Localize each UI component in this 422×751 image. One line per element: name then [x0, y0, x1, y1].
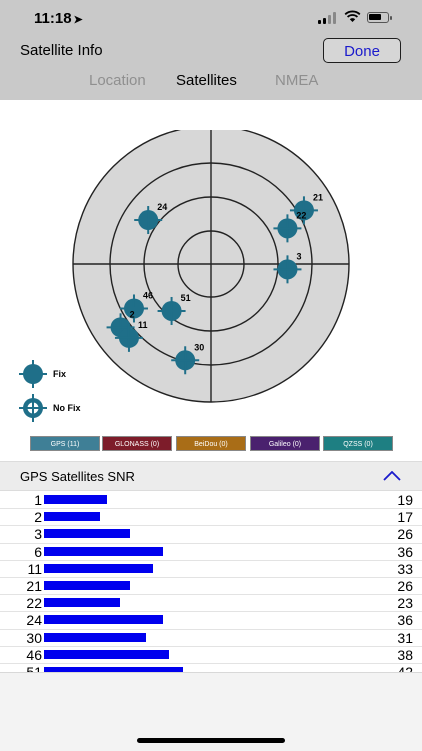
battery-fill [369, 14, 381, 20]
system-badge-glonass: GLONASS (0) [102, 436, 172, 451]
tab-satellites[interactable]: Satellites [176, 72, 237, 89]
legend-nofix-icon [19, 394, 47, 422]
snr-row-id: 3 [34, 526, 42, 543]
snr-bar [44, 546, 163, 556]
snr-row-value: 36 [397, 612, 413, 629]
segment-tabs: Location Satellites NMEA [0, 72, 422, 92]
cellular-signal-icon [318, 12, 338, 24]
snr-row-id: 1 [34, 492, 42, 508]
snr-row-id: 22 [26, 595, 42, 612]
gnss-system-badges: GPS (11) GLONASS (0) BeiDou (0) Galileo (0)… [0, 436, 422, 452]
snr-row-id: 21 [26, 577, 42, 594]
snr-row-id: 24 [26, 612, 42, 629]
sky-plot: 21 22 24 3 46 51 211 30 Fix No Fix [19, 130, 350, 422]
snr-row-3: 3 26 [0, 526, 422, 544]
status-time-text: 11:18 [34, 10, 72, 27]
system-badge-gps: GPS (11) [30, 436, 100, 451]
chevron-up-icon[interactable] [383, 471, 401, 481]
system-badge-qzss: QZSS (0) [323, 436, 393, 451]
satellite-2-label: 2 [130, 309, 135, 319]
snr-row-value: 23 [397, 595, 413, 612]
snr-row-id: 6 [34, 543, 42, 560]
battery-icon [367, 12, 392, 23]
snr-row-22: 22 23 [0, 595, 422, 613]
snr-bar [44, 563, 153, 573]
legend-fix-icon [19, 360, 47, 388]
snr-row-id: 11 [27, 560, 42, 577]
snr-row-value: 26 [397, 577, 413, 594]
home-indicator[interactable] [137, 738, 285, 743]
bottom-area [0, 672, 422, 751]
satellite-30-marker [171, 346, 200, 375]
satellite-46-marker [119, 294, 148, 323]
snr-row-value: 38 [397, 646, 413, 663]
snr-row-id: 46 [26, 646, 42, 663]
satellite-24-label: 24 [157, 202, 167, 212]
satellite-22-label: 22 [296, 210, 306, 220]
done-button[interactable]: Done [323, 38, 401, 63]
satellite-51-marker [157, 296, 186, 325]
snr-row-value: 31 [397, 629, 413, 646]
tab-nmea[interactable]: NMEA [275, 72, 319, 89]
snr-bar [44, 649, 170, 659]
snr-row-value: 17 [397, 509, 413, 526]
snr-list: 1192173266361133212622232436303146385142 [0, 492, 422, 682]
snr-bar [44, 632, 147, 642]
snr-row-2: 2 17 [0, 509, 422, 527]
snr-bar [44, 512, 101, 522]
satellite-46-label: 46 [143, 290, 153, 300]
satellite-11-label: 11 [138, 320, 148, 330]
snr-row-value: 36 [397, 543, 413, 560]
satellite-21-label: 21 [313, 192, 323, 202]
snr-section-title: GPS Satellites SNR [20, 469, 135, 484]
satellite-22-marker [273, 214, 302, 243]
snr-row-6: 6 36 [0, 544, 422, 561]
snr-row-24: 24 36 [0, 612, 422, 630]
snr-row-value: 19 [397, 492, 413, 508]
satellite-21-marker [289, 196, 318, 225]
location-arrow-icon: ➤ [73, 14, 83, 26]
satellite-51-label: 51 [181, 293, 191, 303]
snr-row-11: 11 33 [0, 561, 422, 578]
satellite-3-label: 3 [296, 251, 301, 261]
snr-bar [44, 580, 130, 590]
snr-row-value: 26 [397, 526, 413, 543]
snr-row-id: 2 [34, 509, 42, 526]
snr-bar [44, 495, 107, 504]
header-area: 11:18 ➤ Satellite Info Done Location Sate… [0, 0, 422, 100]
snr-row-21: 21 26 [0, 577, 422, 596]
snr-bar [44, 615, 163, 625]
snr-bar [44, 598, 120, 608]
snr-row-id: 30 [26, 629, 42, 646]
snr-row-30: 30 31 [0, 630, 422, 647]
system-badge-beidou: BeiDou (0) [176, 436, 246, 451]
snr-row-value: 33 [397, 560, 413, 577]
status-time: 11:18 ➤ [34, 10, 83, 27]
snr-section-header[interactable]: GPS Satellites SNR [0, 461, 422, 491]
system-badge-galileo: Galileo (0) [250, 436, 320, 451]
snr-row-1: 1 19 [0, 492, 422, 510]
satellite-11-marker [114, 323, 143, 352]
legend-nofix-label: No Fix [53, 403, 81, 413]
snr-bar [44, 666, 183, 676]
satellite-24-marker [134, 206, 163, 235]
satellite-30-label: 30 [194, 342, 204, 352]
snr-bar [44, 529, 130, 539]
satellite-3-marker [273, 255, 302, 284]
wifi-icon [344, 10, 361, 26]
legend-fix-label: Fix [53, 369, 66, 379]
nav-title: Satellite Info [20, 42, 103, 59]
snr-row-46: 46 38 [0, 647, 422, 664]
tab-location[interactable]: Location [89, 72, 146, 89]
